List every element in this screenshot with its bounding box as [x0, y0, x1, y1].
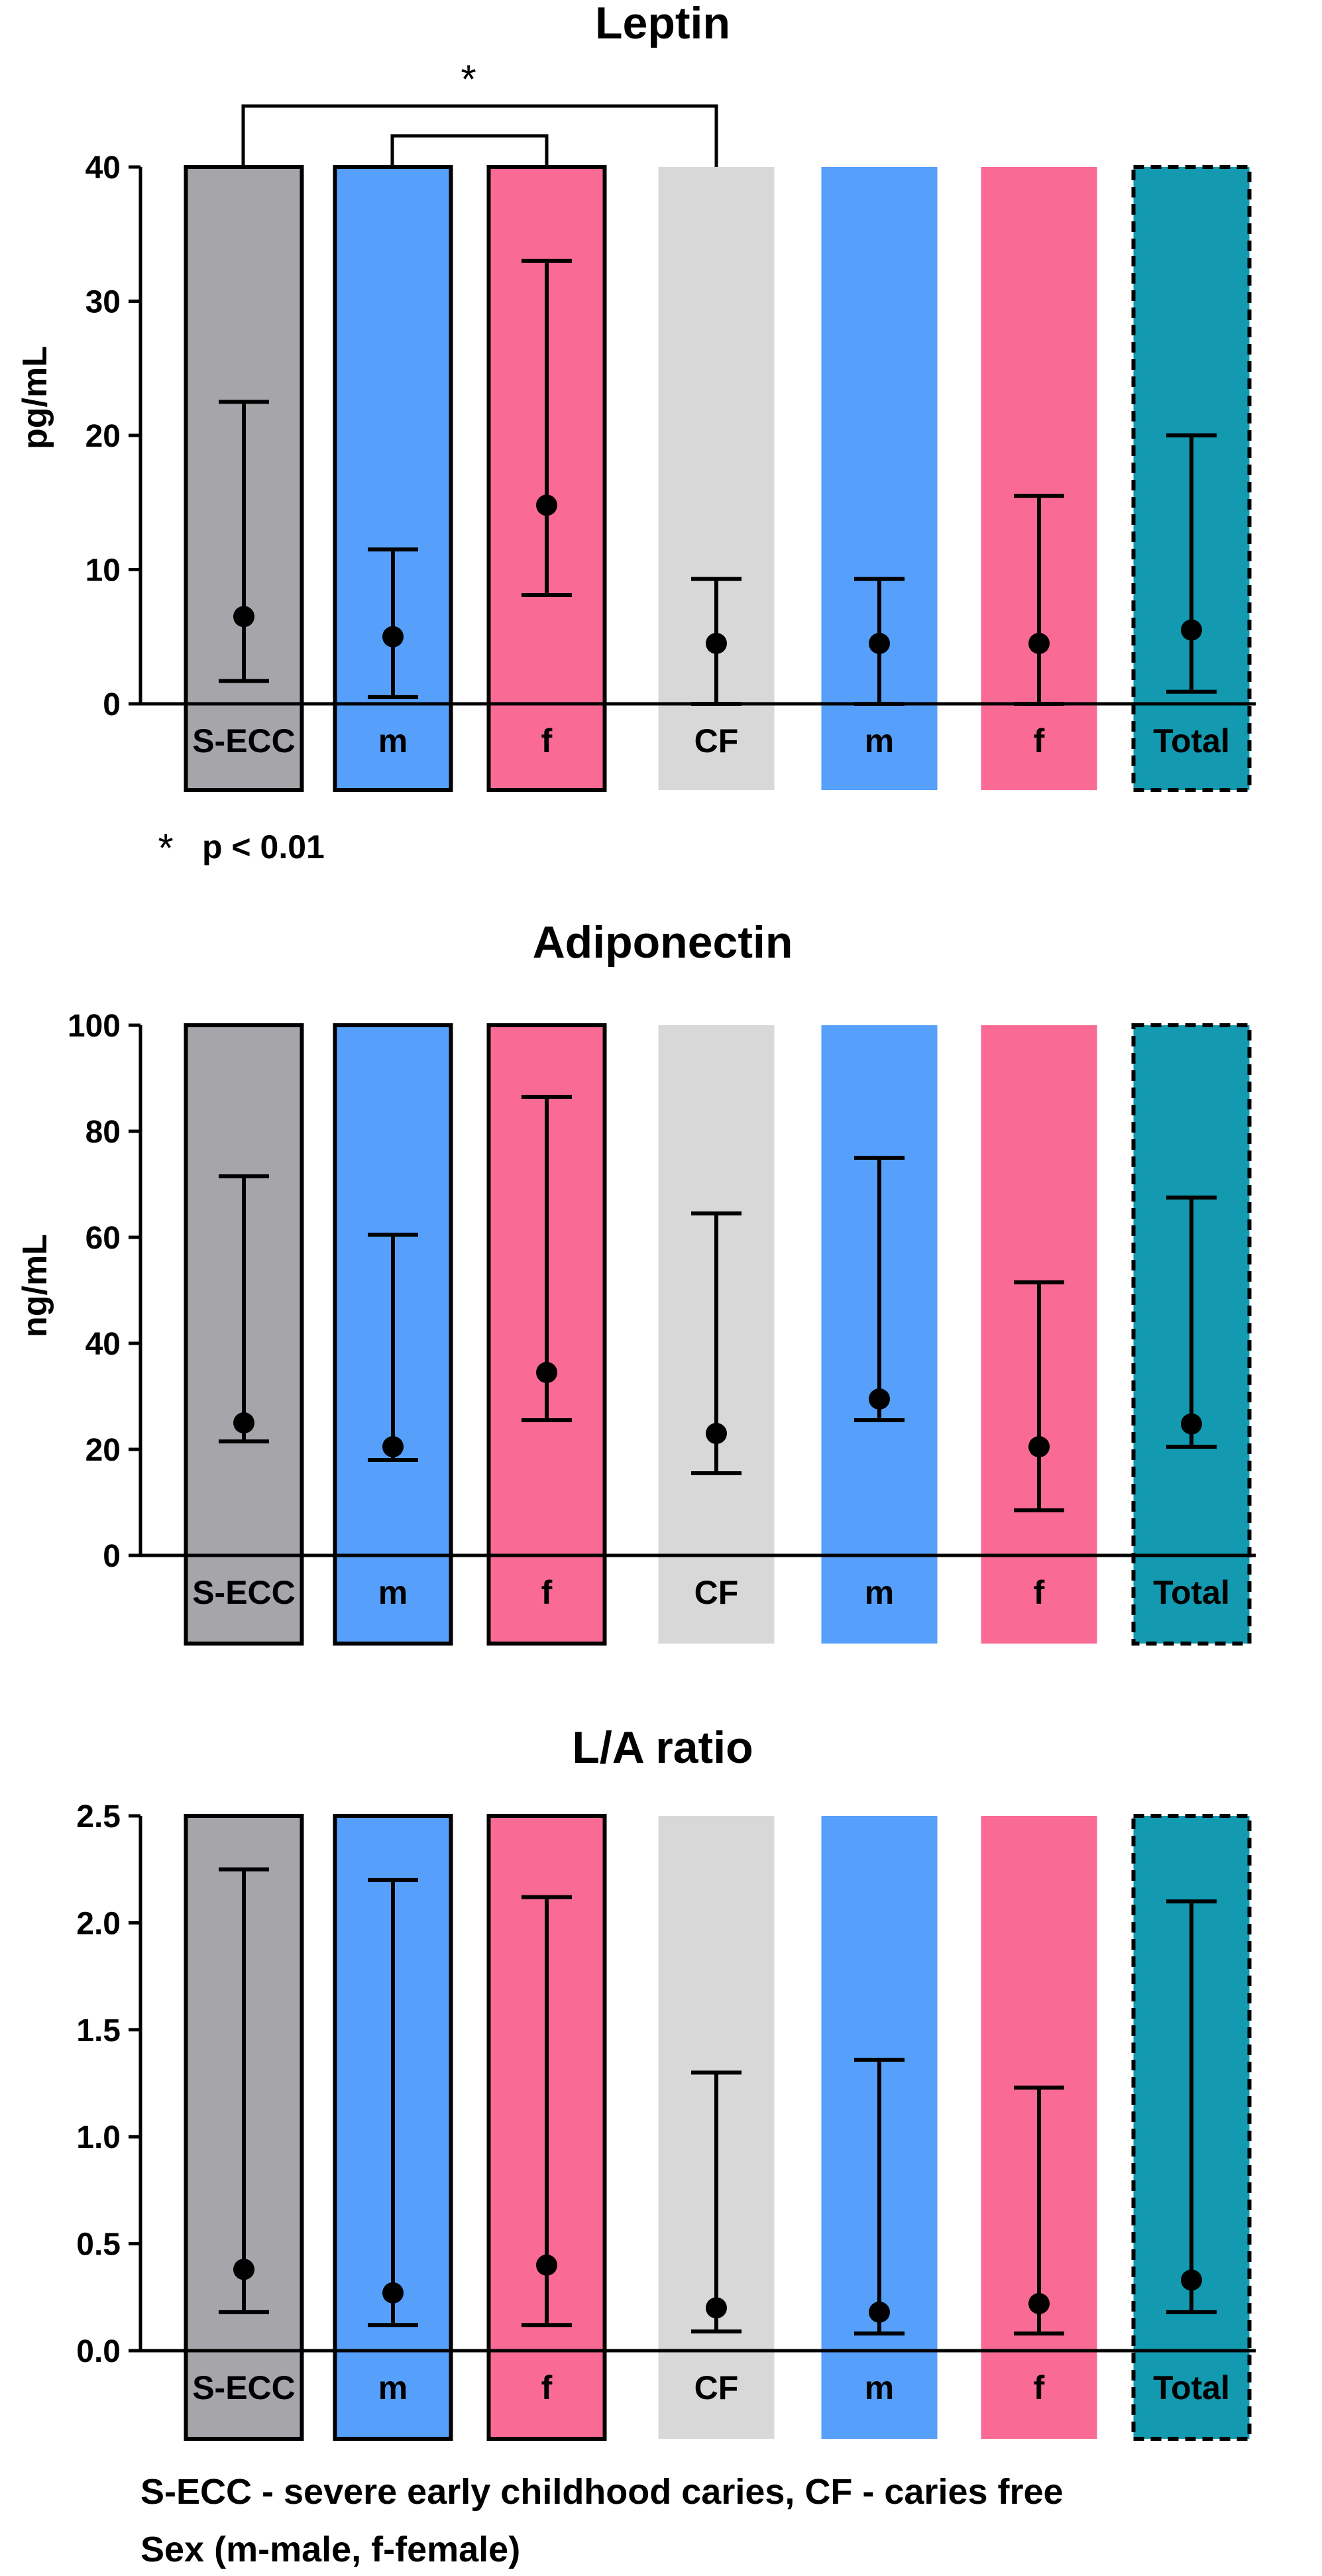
significance-note: p < 0.01	[202, 828, 325, 866]
y-tick-label: 60	[85, 1221, 121, 1256]
y-tick-label: 100	[68, 1009, 121, 1044]
significance-bracket-inner	[390, 134, 549, 167]
la-ratio-title: L/A ratio	[572, 1722, 753, 1773]
median-point	[382, 2282, 404, 2304]
significance-note-star: *	[158, 826, 173, 870]
y-tick-label: 0	[103, 687, 121, 722]
category-label: CF	[694, 722, 739, 759]
adiponectin-error-bars	[219, 1095, 1217, 1512]
y-tick-label: 30	[85, 285, 121, 320]
category-label: f	[1034, 722, 1045, 759]
adiponectin-axes	[131, 1025, 1256, 1557]
category-label: f	[541, 1574, 553, 1611]
y-tick-label: 20	[85, 419, 121, 454]
leptin-y-ticks: 0 10 20 30 40	[85, 150, 140, 722]
y-tick-label: 40	[85, 1327, 121, 1362]
leptin-significance-brackets: *	[241, 57, 718, 167]
la-ratio-panel: L/A ratio 0.0 0.5 1.0 1.5 2.0 2.5 S-ECC m f CF m f…	[76, 1722, 1256, 2441]
category-label: Total	[1153, 2369, 1230, 2406]
footnote-abbreviations: S-ECC - severe early childhood caries, C…	[140, 2472, 1064, 2512]
adiponectin-y-ticks: 0 20 40 60 80 100	[68, 1009, 140, 1574]
median-point	[536, 494, 557, 516]
la-ratio-y-ticks: 0.0 0.5 1.0 1.5 2.0 2.5	[76, 1799, 140, 2369]
category-label: m	[378, 1574, 408, 1611]
median-point	[233, 606, 254, 628]
median-point	[1028, 1436, 1050, 1457]
category-label: f	[541, 2369, 553, 2406]
y-tick-label: 0	[103, 1539, 121, 1574]
median-point	[1028, 2292, 1050, 2314]
median-point	[382, 1436, 404, 1457]
leptin-title: Leptin	[595, 0, 730, 48]
median-point	[1181, 619, 1202, 641]
category-label: S-ECC	[192, 1574, 296, 1611]
adiponectin-panel: Adiponectin ng/mL 0 20 40 60 80 100 S-ECC m f CF…	[16, 917, 1256, 1646]
adiponectin-category-labels: S-ECC m f CF m f Total	[192, 1574, 1230, 1611]
category-label: m	[378, 722, 408, 759]
y-tick-label: 2.0	[76, 1906, 121, 1941]
y-tick-label: 1.5	[76, 2013, 121, 2048]
median-point	[382, 626, 404, 647]
footnote-sex: Sex (m-male, f-female)	[140, 2530, 520, 2569]
median-point	[706, 2297, 727, 2319]
adiponectin-title: Adiponectin	[533, 917, 793, 968]
category-label: Total	[1153, 722, 1230, 759]
category-label: f	[1034, 2369, 1045, 2406]
category-label: f	[1034, 1574, 1045, 1611]
category-label: S-ECC	[192, 722, 296, 759]
y-tick-label: 10	[85, 553, 121, 588]
la-ratio-error-bars	[219, 1867, 1217, 2336]
y-tick-label: 80	[85, 1115, 121, 1150]
category-label: m	[865, 1574, 894, 1611]
category-label: f	[541, 722, 553, 759]
median-point	[1028, 632, 1050, 654]
median-point	[536, 1362, 557, 1383]
leptin-category-labels: S-ECC m f CF m f Total	[192, 722, 1230, 759]
median-point	[536, 2254, 557, 2276]
category-label: CF	[694, 1574, 739, 1611]
y-tick-label: 2.5	[76, 1799, 121, 1834]
category-label: m	[378, 2369, 408, 2406]
category-label: S-ECC	[192, 2369, 296, 2406]
median-point	[706, 1423, 727, 1444]
y-tick-label: 0.0	[76, 2334, 121, 2369]
category-label: m	[865, 722, 894, 759]
category-label: CF	[694, 2369, 739, 2406]
la-ratio-category-labels: S-ECC m f CF m f Total	[192, 2369, 1230, 2406]
median-point	[233, 1412, 254, 1433]
category-label: m	[865, 2369, 894, 2406]
median-point	[869, 2301, 890, 2323]
leptin-y-axis-label: pg/mL	[16, 346, 54, 449]
median-point	[1181, 1413, 1202, 1435]
y-tick-label: 40	[85, 150, 121, 186]
median-point	[869, 1388, 890, 1410]
median-point	[233, 2259, 254, 2280]
median-point	[706, 632, 727, 654]
y-tick-label: 0.5	[76, 2227, 121, 2263]
y-tick-label: 1.0	[76, 2120, 121, 2155]
category-label: Total	[1153, 1574, 1230, 1611]
median-point	[1181, 2269, 1202, 2291]
adiponectin-y-axis-label: ng/mL	[16, 1234, 54, 1337]
significance-star: *	[461, 57, 476, 101]
significance-bracket-outer	[241, 104, 718, 167]
median-point	[869, 632, 890, 654]
la-ratio-axes	[131, 1816, 1256, 2353]
y-tick-label: 20	[85, 1433, 121, 1468]
